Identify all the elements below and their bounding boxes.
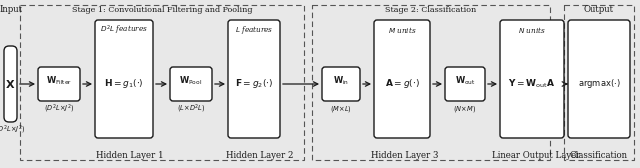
Text: $(M \!\times\! L)$: $(M \!\times\! L)$ (330, 104, 352, 114)
Text: $M$ units: $M$ units (388, 25, 416, 35)
Text: $(L \!\times\! D^2L)$: $(L \!\times\! D^2L)$ (177, 103, 205, 115)
Text: Stage 2: Classification: Stage 2: Classification (385, 6, 477, 14)
Text: Stage 1: Convolutional Filtering and Pooling: Stage 1: Convolutional Filtering and Poo… (72, 6, 252, 14)
Text: Output: Output (584, 5, 614, 13)
FancyBboxPatch shape (322, 67, 360, 101)
Text: $\mathbf{W}_{\mathrm{Filter}}$: $\mathbf{W}_{\mathrm{Filter}}$ (46, 75, 72, 87)
Text: Input: Input (0, 5, 22, 13)
FancyBboxPatch shape (500, 20, 564, 138)
Bar (312, 5, 550, 160)
FancyBboxPatch shape (228, 20, 280, 138)
Text: $\mathbf{X}$: $\mathbf{X}$ (5, 78, 15, 90)
Text: $N$ units: $N$ units (518, 25, 546, 35)
Text: Hidden Layer 2: Hidden Layer 2 (227, 151, 294, 159)
Text: Classification: Classification (570, 151, 628, 159)
Text: $(D^2L \!\times\! J^2)$: $(D^2L \!\times\! J^2)$ (44, 103, 74, 115)
Text: $L$ features: $L$ features (235, 24, 273, 36)
FancyBboxPatch shape (95, 20, 153, 138)
Text: Linear Output Layer: Linear Output Layer (492, 151, 580, 159)
Text: $\mathbf{W}_{\mathrm{in}}$: $\mathbf{W}_{\mathrm{in}}$ (333, 75, 349, 87)
Text: $D^2L$ features: $D^2L$ features (100, 23, 148, 37)
Text: $\mathbf{Y} = \mathbf{W}_{\mathrm{out}}\mathbf{A}$: $\mathbf{Y} = \mathbf{W}_{\mathrm{out}}\… (508, 78, 556, 90)
FancyBboxPatch shape (445, 67, 485, 101)
FancyBboxPatch shape (4, 46, 17, 122)
Bar (20, 5, 304, 160)
Text: $\mathbf{F} = g_2(\cdot)$: $\mathbf{F} = g_2(\cdot)$ (235, 77, 273, 91)
Bar (564, 5, 634, 160)
FancyBboxPatch shape (568, 20, 630, 138)
Text: Hidden Layer 1: Hidden Layer 1 (96, 151, 164, 159)
Text: $\mathbf{H} = g_1(\cdot)$: $\mathbf{H} = g_1(\cdot)$ (104, 77, 144, 91)
Text: $\mathbf{A} = g(\cdot)$: $\mathbf{A} = g(\cdot)$ (385, 77, 419, 91)
Text: $\mathbf{W}_{\mathrm{out}}$: $\mathbf{W}_{\mathrm{out}}$ (454, 75, 476, 87)
Text: $(N \!\times\! M)$: $(N \!\times\! M)$ (453, 104, 477, 114)
FancyBboxPatch shape (170, 67, 212, 101)
Text: $\mathrm{argmax}(\cdot)$: $\mathrm{argmax}(\cdot)$ (578, 77, 620, 91)
FancyBboxPatch shape (374, 20, 430, 138)
FancyBboxPatch shape (38, 67, 80, 101)
Text: $\mathbf{W}_{\mathrm{Pool}}$: $\mathbf{W}_{\mathrm{Pool}}$ (179, 75, 202, 87)
Text: $(D^2L \!\times\! J^2)$: $(D^2L \!\times\! J^2)$ (0, 124, 26, 136)
Text: Hidden Layer 3: Hidden Layer 3 (371, 151, 438, 159)
